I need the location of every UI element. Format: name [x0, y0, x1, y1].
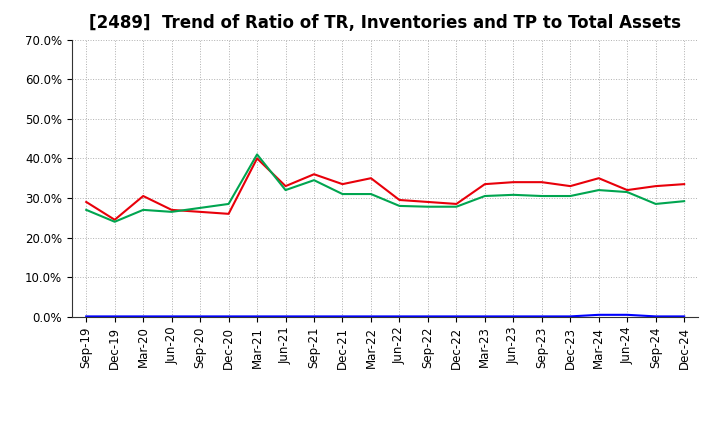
Inventories: [253, 314, 261, 319]
Inventories: [366, 314, 375, 319]
Trade Payables: [623, 189, 631, 194]
Trade Receivables: [395, 197, 404, 202]
Inventories: [225, 314, 233, 319]
Inventories: [480, 314, 489, 319]
Inventories: [196, 314, 204, 319]
Trade Receivables: [110, 217, 119, 222]
Trade Receivables: [253, 156, 261, 161]
Trade Receivables: [452, 201, 461, 206]
Trade Receivables: [338, 181, 347, 187]
Trade Payables: [595, 187, 603, 193]
Inventories: [566, 314, 575, 319]
Trade Receivables: [509, 180, 518, 185]
Trade Payables: [167, 209, 176, 214]
Trade Receivables: [225, 211, 233, 216]
Trade Payables: [310, 177, 318, 183]
Trade Payables: [680, 198, 688, 204]
Trade Receivables: [652, 183, 660, 189]
Trade Receivables: [423, 199, 432, 205]
Trade Receivables: [82, 199, 91, 205]
Trade Payables: [395, 203, 404, 209]
Trade Receivables: [480, 181, 489, 187]
Trade Receivables: [310, 172, 318, 177]
Inventories: [282, 314, 290, 319]
Trade Receivables: [537, 180, 546, 185]
Line: Trade Receivables: Trade Receivables: [86, 158, 684, 220]
Trade Receivables: [566, 183, 575, 189]
Inventories: [167, 314, 176, 319]
Inventories: [452, 314, 461, 319]
Trade Payables: [423, 204, 432, 209]
Inventories: [509, 314, 518, 319]
Trade Receivables: [680, 181, 688, 187]
Trade Payables: [196, 205, 204, 210]
Trade Payables: [537, 193, 546, 198]
Inventories: [537, 314, 546, 319]
Trade Payables: [282, 187, 290, 193]
Trade Receivables: [139, 193, 148, 198]
Inventories: [310, 314, 318, 319]
Inventories: [623, 312, 631, 317]
Inventories: [338, 314, 347, 319]
Title: [2489]  Trend of Ratio of TR, Inventories and TP to Total Assets: [2489] Trend of Ratio of TR, Inventories…: [89, 15, 681, 33]
Trade Payables: [509, 192, 518, 198]
Trade Payables: [225, 201, 233, 206]
Trade Payables: [253, 152, 261, 157]
Trade Payables: [366, 191, 375, 197]
Inventories: [652, 314, 660, 319]
Trade Receivables: [167, 207, 176, 213]
Trade Receivables: [595, 176, 603, 181]
Inventories: [680, 314, 688, 319]
Inventories: [110, 314, 119, 319]
Trade Payables: [82, 207, 91, 213]
Inventories: [139, 314, 148, 319]
Trade Payables: [139, 207, 148, 213]
Trade Payables: [452, 204, 461, 209]
Inventories: [395, 314, 404, 319]
Trade Payables: [338, 191, 347, 197]
Trade Payables: [652, 201, 660, 206]
Inventories: [595, 312, 603, 317]
Trade Receivables: [196, 209, 204, 214]
Inventories: [82, 314, 91, 319]
Trade Payables: [480, 193, 489, 198]
Trade Receivables: [623, 187, 631, 193]
Trade Receivables: [282, 183, 290, 189]
Trade Receivables: [366, 176, 375, 181]
Trade Payables: [110, 219, 119, 224]
Line: Trade Payables: Trade Payables: [86, 154, 684, 222]
Trade Payables: [566, 193, 575, 198]
Inventories: [423, 314, 432, 319]
Line: Inventories: Inventories: [86, 315, 684, 316]
